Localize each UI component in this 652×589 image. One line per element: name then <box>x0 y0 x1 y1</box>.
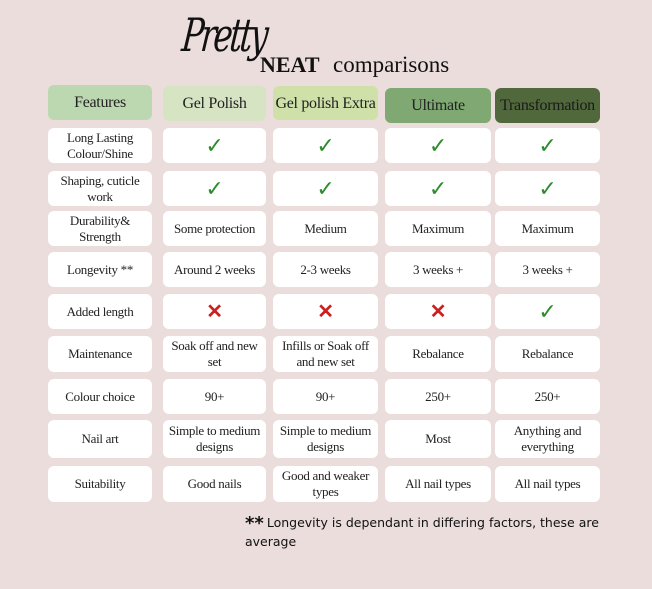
feature-label: Suitability <box>48 466 152 502</box>
header-gel-polish: Gel Polish <box>163 86 266 121</box>
cell-text: Maximum <box>521 220 574 236</box>
table-cell-transformation: 250+ <box>495 379 600 414</box>
cell-text: Simple to medium designs <box>168 423 261 454</box>
cell-text: Soak off and new set <box>171 338 258 369</box>
table-cell-transformation: Maximum <box>495 211 600 246</box>
check-icon: ✓ <box>538 298 557 324</box>
cell-text: 2-3 weeks <box>300 261 351 277</box>
cell-text: All nail types <box>514 476 581 491</box>
table-cell-gel-polish-extra: Good and weaker types <box>273 466 378 502</box>
cross-icon: ✕ <box>429 300 447 323</box>
cross-icon: ✕ <box>317 300 334 323</box>
cell-text: Most <box>425 431 451 446</box>
feature-label: Colour choice <box>48 379 152 414</box>
table-cell-gel-polish-extra: Medium <box>273 211 378 246</box>
check-icon: ✓ <box>538 175 557 201</box>
feature-label: Shaping, cuticle work <box>48 171 152 206</box>
table-cell-transformation: Rebalance <box>495 336 600 372</box>
footnote-marker: ** <box>245 513 264 534</box>
table-cell-gel-polish: 90+ <box>163 379 266 414</box>
check-icon: ✓ <box>316 132 335 158</box>
cell-text: 90+ <box>315 388 336 404</box>
table-cell-ultimate: Rebalance <box>385 336 491 372</box>
table-cell-ultimate: Maximum <box>385 211 491 246</box>
title-rest: comparisons <box>333 52 450 77</box>
cell-text: Around 2 weeks <box>173 261 255 277</box>
feature-label: Nail art <box>48 420 152 458</box>
feature-label: Long Lasting Colour/Shine <box>48 128 152 163</box>
table-cell-gel-polish-extra: 90+ <box>273 379 378 414</box>
table-cell-transformation: ✓ <box>495 171 600 206</box>
cell-text: All nail types <box>405 476 471 491</box>
table-cell-ultimate: 3 weeks + <box>385 252 491 287</box>
table-cell-gel-polish: Around 2 weeks <box>163 252 266 287</box>
check-icon: ✓ <box>316 175 335 201</box>
table-cell-gel-polish-extra: ✓ <box>273 171 378 206</box>
table-cell-transformation: 3 weeks + <box>495 252 600 287</box>
cell-text: Medium <box>304 220 347 236</box>
table-cell-gel-polish: ✕ <box>163 294 266 329</box>
header-features: Features <box>48 85 152 120</box>
table-cell-gel-polish: Some protection <box>163 211 266 246</box>
check-icon: ✓ <box>428 132 448 158</box>
feature-label: Added length <box>48 294 152 329</box>
table-cell-ultimate: All nail types <box>385 466 491 502</box>
check-icon: ✓ <box>538 132 557 158</box>
cross-icon: ✕ <box>206 300 223 323</box>
cell-text: Some protection <box>173 220 256 236</box>
table-cell-ultimate: ✓ <box>385 128 491 163</box>
cell-text: Good nails <box>187 476 242 491</box>
table-cell-transformation: ✓ <box>495 128 600 163</box>
table-cell-gel-polish: ✓ <box>163 171 266 206</box>
table-cell-ultimate: 250+ <box>385 379 491 414</box>
table-cell-gel-polish-extra: 2-3 weeks <box>273 252 378 287</box>
footnote: ** Longevity is dependant in differing fa… <box>245 513 652 549</box>
feature-label: Longevity ** <box>48 252 152 287</box>
table-cell-transformation: Anything and everything <box>495 420 600 458</box>
cell-text: 250+ <box>534 388 561 404</box>
table-cell-gel-polish-extra: ✓ <box>273 128 378 163</box>
cell-text: Simple to medium designs <box>279 423 372 454</box>
footnote-text: Longevity is dependant in differing fact… <box>245 515 599 549</box>
table-cell-gel-polish: Simple to medium designs <box>163 420 266 458</box>
table-cell-gel-polish: ✓ <box>163 128 266 163</box>
cell-text: Maximum <box>411 220 465 236</box>
check-icon: ✓ <box>428 175 448 201</box>
table-cell-ultimate: Most <box>385 420 491 458</box>
table-cell-transformation: All nail types <box>495 466 600 502</box>
title-bold: NEAT <box>260 52 320 77</box>
cell-text: 3 weeks + <box>412 261 464 277</box>
cell-text: 3 weeks + <box>522 261 573 277</box>
table-cell-ultimate: ✕ <box>385 294 491 329</box>
table-cell-transformation: ✓ <box>495 294 600 329</box>
table-cell-gel-polish: Good nails <box>163 466 266 502</box>
cell-text: Infills or Soak off and new set <box>282 338 369 369</box>
table-cell-gel-polish: Soak off and new set <box>163 336 266 372</box>
header-transformation: Transformation <box>495 88 600 123</box>
header-ultimate: Ultimate <box>385 88 491 123</box>
check-icon: ✓ <box>205 132 224 158</box>
header-gel-polish-extra: Gel polish Extra <box>273 86 378 120</box>
check-icon: ✓ <box>205 175 224 201</box>
cell-text: 250+ <box>425 388 451 404</box>
cell-text: Rebalance <box>521 346 574 361</box>
feature-label: Maintenance <box>48 336 152 372</box>
cell-text: Good and weaker types <box>281 468 370 499</box>
table-cell-ultimate: ✓ <box>385 171 491 206</box>
table-cell-gel-polish-extra: Infills or Soak off and new set <box>273 336 378 372</box>
feature-label: Durability& Strength <box>48 211 152 246</box>
cell-text: Rebalance <box>412 346 464 361</box>
cell-text: 90+ <box>204 388 225 404</box>
table-cell-gel-polish-extra: Simple to medium designs <box>273 420 378 458</box>
table-cell-gel-polish-extra: ✕ <box>273 294 378 329</box>
logo-title: Pretty NEAT comparisons <box>180 8 485 83</box>
title-script: Pretty <box>179 8 269 62</box>
cell-text: Anything and everything <box>513 423 582 454</box>
